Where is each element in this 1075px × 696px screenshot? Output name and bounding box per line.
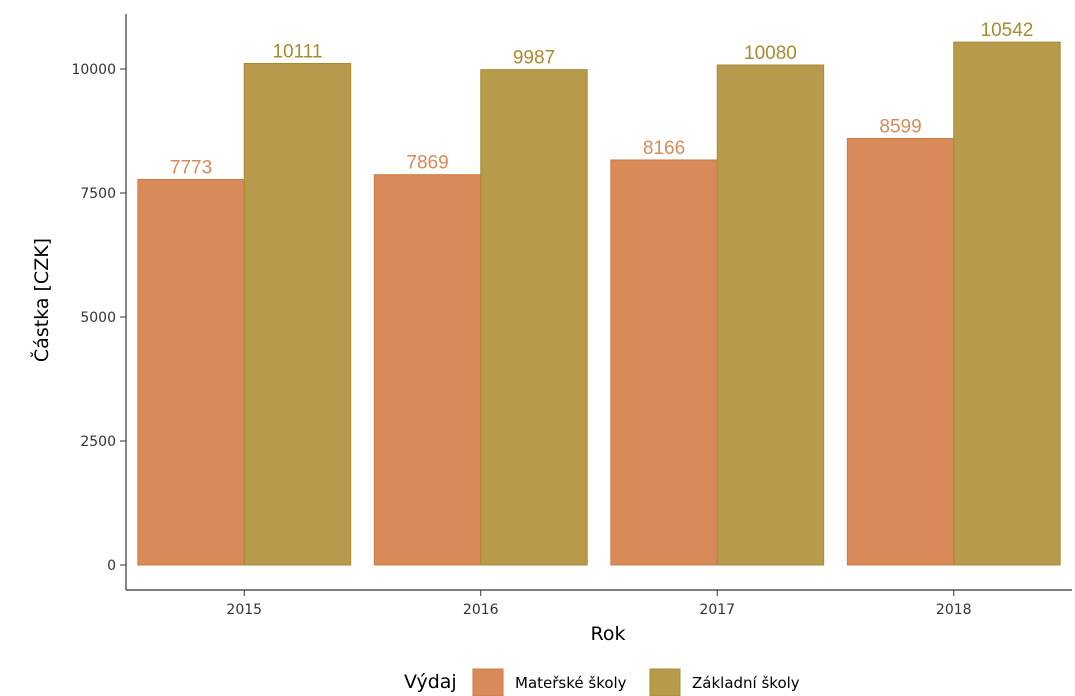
value-label-zakladni-2017: 10080	[744, 43, 797, 64]
bar-materske-2016	[373, 174, 482, 566]
bar-materske-2017	[610, 159, 718, 566]
value-label-zakladni-2016: 9987	[513, 48, 555, 69]
legend-title: Výdaj	[404, 671, 457, 693]
legend-label-materske: Mateřské školy	[515, 674, 627, 692]
y-tick-label-0: 0	[107, 558, 116, 574]
y-tick-label-7500: 7500	[80, 186, 116, 202]
bar-materske-2018	[846, 137, 955, 566]
value-label-materske-2018: 8599	[879, 116, 921, 137]
bar-materske-2015	[137, 178, 245, 566]
axes	[125, 14, 1072, 591]
bar-zakladni-2015	[243, 62, 352, 566]
bar-zakladni-2018	[953, 41, 1061, 566]
x-tick-label-2015: 2015	[226, 602, 262, 618]
legend: Výdaj Mateřské školy Základní školy	[404, 668, 800, 696]
x-tick-label-2016: 2016	[463, 602, 499, 618]
legend-swatch-zakladni	[649, 668, 681, 696]
bars	[137, 41, 1061, 566]
x-axis-title: Rok	[591, 623, 626, 645]
value-label-zakladni-2015: 10111	[272, 41, 322, 62]
value-label-zakladni-2018: 10542	[981, 20, 1034, 41]
x-tick-label-2018: 2018	[936, 602, 972, 618]
x-tick-label-2017: 2017	[699, 602, 735, 618]
value-label-materske-2015: 7773	[170, 157, 212, 178]
y-ticks: 0 2500 5000 7500 10000	[71, 62, 126, 574]
value-labels: 7773 10111 7869 9987 8166 10080 8599 10542	[170, 20, 1033, 178]
legend-swatch-materske	[472, 668, 504, 696]
bar-zakladni-2016	[480, 69, 588, 566]
y-tick-label-2500: 2500	[80, 434, 116, 450]
y-axis-title: Částka [CZK]	[29, 238, 53, 362]
value-label-materske-2016: 7869	[406, 153, 448, 174]
legend-label-zakladni: Základní školy	[692, 674, 800, 692]
x-ticks: 2015 2016 2017 2018	[226, 590, 972, 618]
y-tick-label-10000: 10000	[71, 62, 116, 78]
bar-zakladni-2017	[716, 64, 825, 566]
value-label-materske-2017: 8166	[643, 138, 685, 159]
y-tick-label-5000: 5000	[80, 310, 116, 326]
